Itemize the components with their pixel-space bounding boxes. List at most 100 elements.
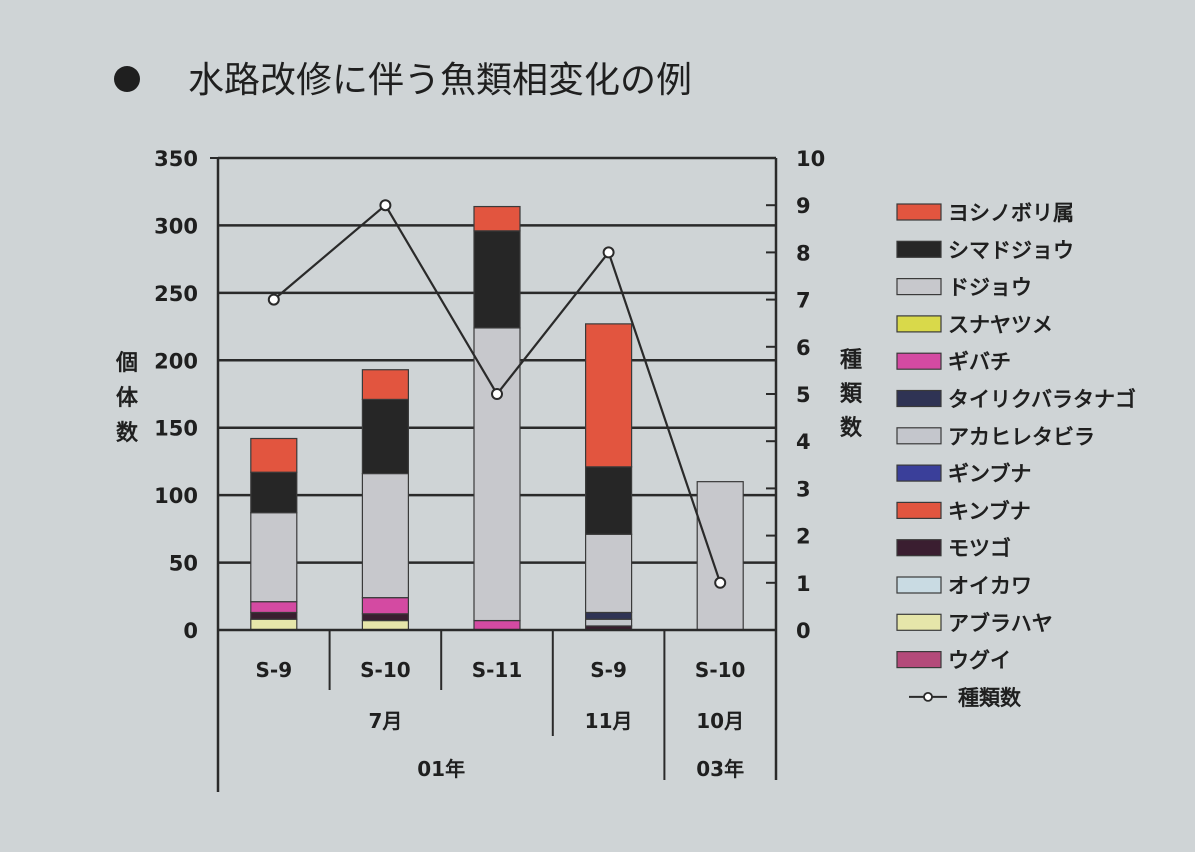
- y-tick-label: 150: [154, 417, 198, 441]
- legend-swatch: [896, 389, 942, 408]
- title-bullet-icon: [114, 66, 140, 92]
- bar-segment: [473, 327, 521, 622]
- y2-tick-label: 10: [796, 147, 825, 171]
- bar-segment: [473, 205, 521, 232]
- x-category-label: S-10: [695, 658, 746, 682]
- legend-swatch: [896, 278, 942, 296]
- legend-swatch: [896, 427, 942, 445]
- legend-label: シマドジョウ: [948, 238, 1074, 262]
- y-tick-label: 200: [154, 349, 198, 373]
- legend-label: ギバチ: [948, 350, 1011, 374]
- line-point: [714, 576, 727, 589]
- legend-label: 種類数: [958, 686, 1022, 710]
- bar-segment: [250, 618, 298, 631]
- legend-swatch: [896, 240, 942, 258]
- y2-axis-title: 種類数: [840, 348, 863, 441]
- legend-swatch: [896, 203, 942, 221]
- y-tick-label: 100: [154, 484, 198, 508]
- line-point: [379, 199, 392, 212]
- line-point: [267, 293, 280, 306]
- legend: ヨシノボリ属シマドジョウドジョウスナヤツメギバチタイリクバラタナゴアカヒレタビラ…: [896, 201, 1136, 710]
- y-tick-label: 350: [154, 147, 198, 171]
- y2-tick-label: 8: [796, 241, 811, 265]
- bar-segment: [473, 619, 521, 631]
- y2-tick-label: 0: [796, 619, 811, 643]
- legend-swatch: [896, 501, 942, 519]
- bar-segment: [361, 472, 409, 599]
- legend-swatch: [896, 650, 942, 669]
- bar-segment: [696, 481, 744, 631]
- x-category-label: S-11: [472, 658, 523, 682]
- y2-tick-label: 5: [796, 383, 811, 407]
- x-category-label: S-9: [590, 658, 627, 682]
- legend-label: アカヒレタビラ: [948, 425, 1095, 449]
- bar-segment: [361, 619, 409, 631]
- legend-swatch: [896, 352, 942, 370]
- y2-tick-label: 7: [796, 289, 811, 313]
- bar-segment: [473, 230, 521, 329]
- legend-label: オイカワ: [948, 574, 1032, 598]
- tick-labels: 0 50 100 150 200 250 300 350 0 1 2 3 4 5 6 7 8 9 10: [154, 147, 825, 643]
- y-tick-label: 0: [183, 619, 198, 643]
- bar-segment: [584, 618, 633, 627]
- legend-label: アブラハヤ: [948, 611, 1053, 635]
- y2-tick-label: 6: [796, 336, 811, 360]
- y2-tick-label: 9: [796, 194, 811, 218]
- y-axis-title-char: 個: [115, 351, 138, 376]
- y-tick-label: 250: [154, 282, 198, 306]
- bar-segment: [361, 597, 409, 615]
- bar-segment: [361, 369, 409, 400]
- legend-swatch: [896, 315, 942, 333]
- y2-tick-label: 1: [796, 572, 811, 596]
- bars: [250, 205, 744, 631]
- bar-segment: [250, 611, 298, 620]
- legend-swatch: [896, 464, 942, 482]
- x-group-label: 10月: [696, 709, 744, 733]
- bar-segment: [361, 398, 409, 475]
- legend-label: モツゴ: [948, 537, 1011, 561]
- legend-swatch: [896, 613, 942, 631]
- y-axis-title-char: 数: [116, 420, 139, 446]
- x-year-label: 01年: [417, 757, 465, 781]
- bar-segment: [250, 437, 298, 473]
- line-point: [491, 388, 503, 400]
- y2-tick-label: 2: [796, 525, 811, 549]
- line-point: [602, 246, 615, 259]
- legend-label: ウグイ: [948, 649, 1011, 673]
- x-year-label: 03年: [696, 757, 744, 781]
- legend-swatch: [896, 539, 942, 557]
- chart-title: 水路改修に伴う魚類相変化の例: [188, 60, 692, 101]
- y2-tick-label: 3: [796, 477, 811, 501]
- bar-segment: [250, 512, 298, 603]
- y2-tick-label: 4: [796, 430, 811, 454]
- species-count-line: [267, 199, 727, 589]
- legend-label: ドジョウ: [948, 276, 1032, 300]
- legend-line-marker: [923, 692, 933, 702]
- y-tick-label: 300: [154, 214, 198, 238]
- x-category-label: S-10: [360, 658, 411, 682]
- legend-label: ギンブナ: [948, 462, 1031, 486]
- legend-label: キンブナ: [948, 499, 1031, 523]
- y-axis-title-char: 体: [116, 386, 139, 411]
- category-axis: S-9 S-10 S-11 S-9 S-10 7月 11月 10月 01年 03年: [255, 630, 745, 781]
- bar-segment: [584, 466, 633, 535]
- y-tick-label: 50: [169, 552, 198, 576]
- legend-swatch: [896, 576, 942, 594]
- bar-segment: [584, 533, 633, 614]
- bar-segment: [584, 323, 633, 468]
- bar-segment: [584, 611, 633, 620]
- y-axis-title: 個体数: [115, 351, 139, 446]
- legend-label: タイリクバラタナゴ: [948, 388, 1136, 412]
- x-group-label: 7月: [368, 709, 402, 733]
- legend-label: ヨシノボリ属: [948, 201, 1074, 225]
- bar-segment: [361, 613, 409, 622]
- x-group-label: 11月: [585, 709, 633, 733]
- x-category-label: S-9: [255, 658, 292, 682]
- axes: [210, 157, 778, 792]
- legend-label: スナヤツメ: [948, 313, 1053, 337]
- bar-segment: [250, 601, 298, 614]
- y2-axis-title-char: 数: [840, 415, 863, 441]
- y2-axis-title-char: 類: [840, 382, 863, 407]
